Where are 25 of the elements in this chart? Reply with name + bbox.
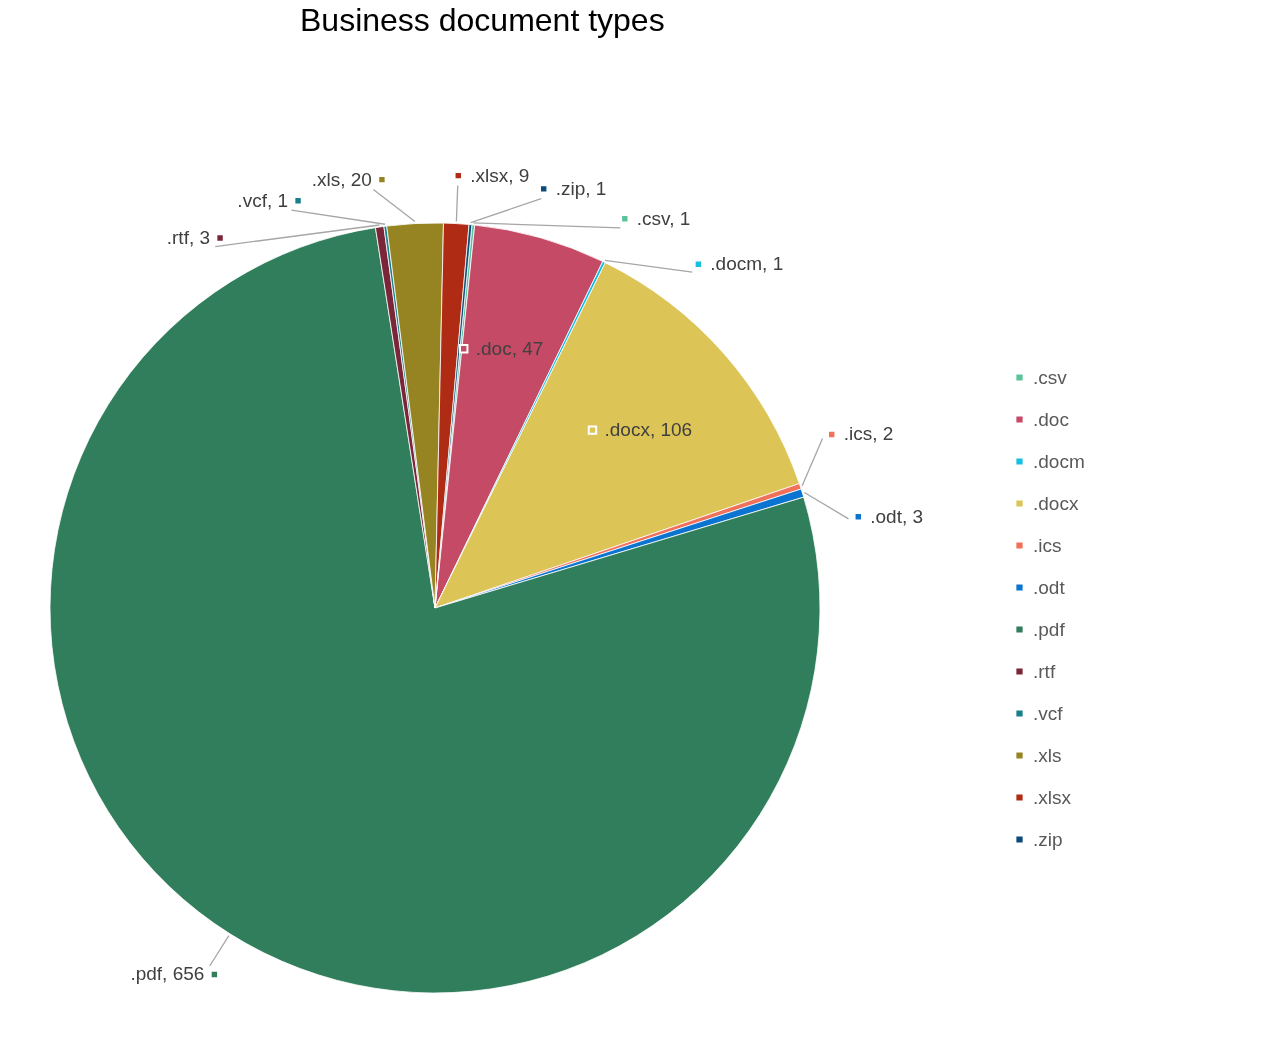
data-label: .doc, 47 xyxy=(475,337,544,359)
data-label: .csv, 1 xyxy=(636,207,691,229)
legend-label: .xlsx xyxy=(1033,786,1072,808)
legend-label: .rtf xyxy=(1033,660,1056,682)
legend-label: .csv xyxy=(1033,366,1068,388)
legend-label: .odt xyxy=(1033,576,1066,598)
legend-label: .xls xyxy=(1033,744,1062,766)
legend-label: .docx xyxy=(1033,492,1079,514)
legend-label: .doc xyxy=(1033,408,1069,430)
legend-label: .docm xyxy=(1033,450,1085,472)
data-label: .vcf, 1 xyxy=(237,189,289,211)
data-label: .xlsx, 9 xyxy=(470,164,530,186)
legend-label: .pdf xyxy=(1033,618,1066,640)
data-label: .docm, 1 xyxy=(710,253,784,275)
data-label: .ics, 2 xyxy=(843,423,894,445)
data-label: .zip, 1 xyxy=(555,177,607,199)
legend-label: .vcf xyxy=(1033,702,1064,724)
legend-label: .zip xyxy=(1033,828,1063,850)
data-label: .xls, 20 xyxy=(311,168,372,190)
legend-label: .ics xyxy=(1033,534,1062,556)
data-label: .pdf, 656 xyxy=(130,963,205,985)
data-label: .docx, 106 xyxy=(604,419,693,441)
chart-title: Business document types xyxy=(300,2,665,38)
data-label: .odt, 3 xyxy=(870,505,924,527)
data-label: .rtf, 3 xyxy=(166,227,211,249)
